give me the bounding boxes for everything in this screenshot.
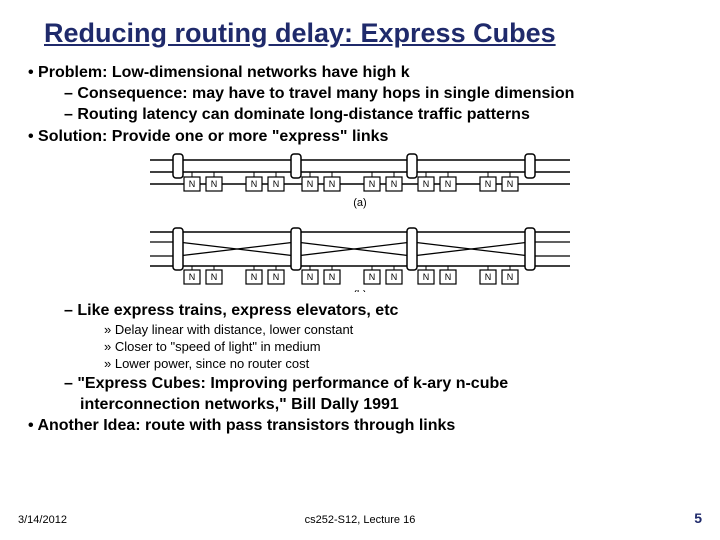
svg-text:(b): (b) [353,289,366,292]
svg-text:(a): (a) [353,197,366,209]
svg-text:N: N [391,179,398,189]
slide-title: Reducing routing delay: Express Cubes [24,18,696,49]
svg-text:N: N [485,179,492,189]
bullet-cite1: – "Express Cubes: Improving performance … [64,374,696,393]
svg-text:N: N [423,272,430,282]
svg-text:N: N [211,272,218,282]
svg-text:N: N [273,179,280,189]
svg-text:N: N [445,179,452,189]
svg-text:N: N [507,272,514,282]
bullet-sub2: » Closer to "speed of light" in medium [104,339,696,355]
svg-text:N: N [273,272,280,282]
bullet-like: – Like express trains, express elevators… [64,301,696,320]
bullet-another: • Another Idea: route with pass transist… [28,416,696,435]
svg-text:N: N [329,179,336,189]
svg-text:N: N [445,272,452,282]
svg-text:N: N [369,179,376,189]
bullet-solution: • Solution: Provide one or more "express… [28,127,696,146]
svg-text:N: N [507,179,514,189]
svg-text:N: N [369,272,376,282]
bullet-problem: • Problem: Low-dimensional networks have… [28,63,696,82]
svg-text:N: N [189,272,196,282]
express-cube-diagram: NNNNNNNNNNNN(a)NNNNNNNNNNNN(b) [24,152,696,297]
svg-text:N: N [391,272,398,282]
bullet-latency: – Routing latency can dominate long-dist… [64,105,696,124]
svg-text:N: N [307,272,314,282]
svg-text:N: N [251,272,258,282]
bullet-cite2: interconnection networks," Bill Dally 19… [80,395,696,414]
svg-text:N: N [423,179,430,189]
footer-page-number: 5 [694,510,702,526]
svg-text:N: N [251,179,258,189]
bullet-consequence: – Consequence: may have to travel many h… [64,84,696,103]
bullet-sub3: » Lower power, since no router cost [104,356,696,372]
svg-text:N: N [211,179,218,189]
svg-text:N: N [485,272,492,282]
footer-center: cs252-S12, Lecture 16 [0,514,720,526]
svg-text:N: N [329,272,336,282]
svg-text:N: N [189,179,196,189]
svg-text:N: N [307,179,314,189]
bullet-sub1: » Delay linear with distance, lower cons… [104,322,696,338]
